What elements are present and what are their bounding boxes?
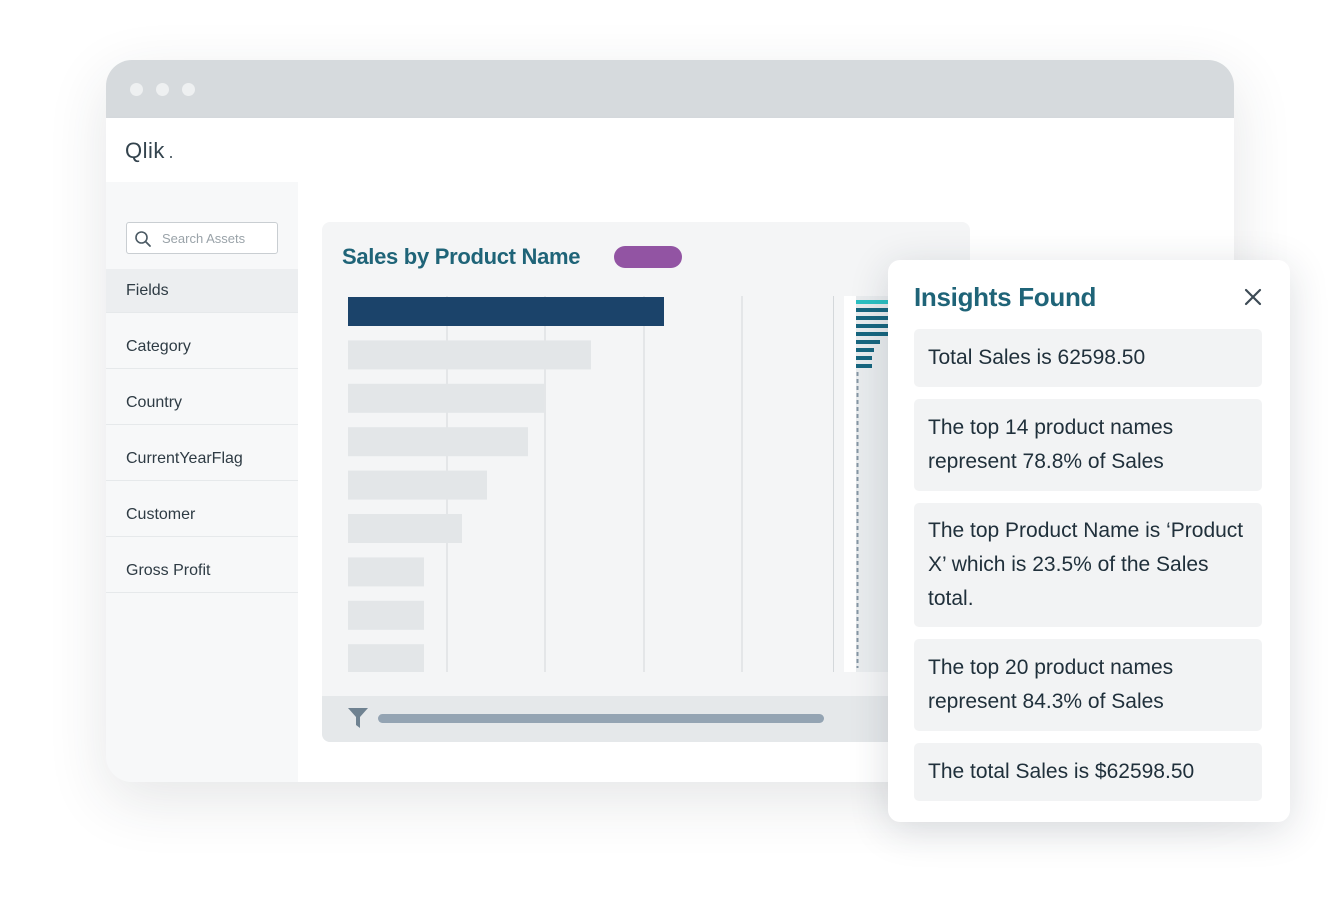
- chart-bar[interactable]: [348, 644, 424, 672]
- minimap-bar: [856, 340, 880, 344]
- sidebar-item-category[interactable]: Category: [106, 325, 298, 369]
- filter-icon[interactable]: [347, 706, 369, 730]
- sidebar-item-label: Fields: [126, 282, 169, 299]
- chart-bar[interactable]: [348, 383, 544, 413]
- chart-bar[interactable]: [348, 470, 487, 500]
- search-placeholder: Search Assets: [162, 231, 246, 246]
- sidebar-item-label: CurrentYearFlag: [126, 450, 243, 467]
- chart-scrollbar-thumb[interactable]: [378, 714, 824, 723]
- logo-mark-dot: [170, 156, 172, 158]
- sidebar-item-currentyearflag[interactable]: CurrentYearFlag: [106, 437, 298, 481]
- minimap-bar: [856, 332, 888, 336]
- search-assets-input[interactable]: Search Assets: [126, 222, 278, 254]
- window-dot: [130, 83, 143, 96]
- app-header: Qlik: [106, 118, 1234, 182]
- insight-card[interactable]: The top Product Name is ‘Product X’ whic…: [914, 503, 1262, 627]
- window-titlebar: [106, 60, 1234, 118]
- chart-bar[interactable]: [348, 427, 528, 457]
- close-icon[interactable]: [1242, 286, 1264, 308]
- insight-card[interactable]: Total Sales is 62598.50: [914, 329, 1262, 387]
- minimap-bar: [856, 308, 898, 312]
- sidebar-item-customer[interactable]: Customer: [106, 493, 298, 537]
- minimap-bar: [856, 364, 872, 368]
- search-icon: [135, 231, 151, 247]
- insights-title: Insights Found: [914, 282, 1097, 312]
- minimap-bar: [856, 300, 898, 304]
- chart-card[interactable]: Sales by Product Name: [322, 222, 970, 742]
- insight-text: The top 20 product names represent 84.3%…: [928, 656, 1174, 713]
- sidebar-item-fields[interactable]: Fields: [106, 269, 298, 313]
- window-dot: [156, 83, 169, 96]
- insight-card[interactable]: The top 14 product names represent 78.8%…: [914, 399, 1262, 491]
- chart-bar[interactable]: [348, 340, 591, 370]
- chart-bar[interactable]: [348, 557, 424, 587]
- sidebar-item-gross-profit[interactable]: Gross Profit: [106, 549, 298, 593]
- chart-bar[interactable]: [348, 600, 424, 630]
- chart-tag-pill[interactable]: [614, 246, 682, 268]
- insight-card[interactable]: The top 20 product names represent 84.3%…: [914, 639, 1262, 731]
- chart-bar[interactable]: [348, 297, 664, 326]
- sidebar-item-label: Customer: [126, 506, 196, 523]
- chart-scroll-area: [322, 696, 970, 742]
- qlik-logo[interactable]: Qlik: [125, 138, 165, 163]
- minimap-bar: [856, 316, 896, 320]
- chart-bar[interactable]: [348, 514, 462, 543]
- sidebar-item-label: Gross Profit: [126, 562, 211, 579]
- window-dot: [182, 83, 195, 96]
- minimap-bar: [856, 324, 894, 328]
- sidebar-item-label: Country: [126, 394, 183, 411]
- bar-plot[interactable]: [348, 296, 834, 672]
- insight-card[interactable]: The total Sales is $62598.50: [914, 743, 1262, 801]
- minimap-bar: [856, 348, 874, 352]
- insight-text: Total Sales is 62598.50: [928, 346, 1146, 369]
- insight-text: The top Product Name is ‘Product X’ whic…: [928, 519, 1244, 610]
- assets-sidebar: Search Assets Fields Category Country Cu…: [106, 182, 299, 782]
- minimap-bar: [856, 356, 872, 360]
- insights-panel: Insights Found Total Sales is 62598.50 T…: [888, 260, 1290, 822]
- chart-title: Sales by Product Name: [342, 244, 581, 269]
- insight-text: The total Sales is $62598.50: [928, 760, 1195, 783]
- sidebar-item-country[interactable]: Country: [106, 381, 298, 425]
- insight-text: The top 14 product names represent 78.8%…: [928, 416, 1174, 473]
- sidebar-item-label: Category: [126, 338, 191, 355]
